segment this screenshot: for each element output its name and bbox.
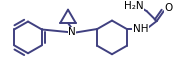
Text: NH: NH — [133, 24, 148, 34]
Text: O: O — [165, 3, 173, 13]
Text: N: N — [68, 27, 76, 37]
Text: H₂N: H₂N — [124, 1, 144, 11]
